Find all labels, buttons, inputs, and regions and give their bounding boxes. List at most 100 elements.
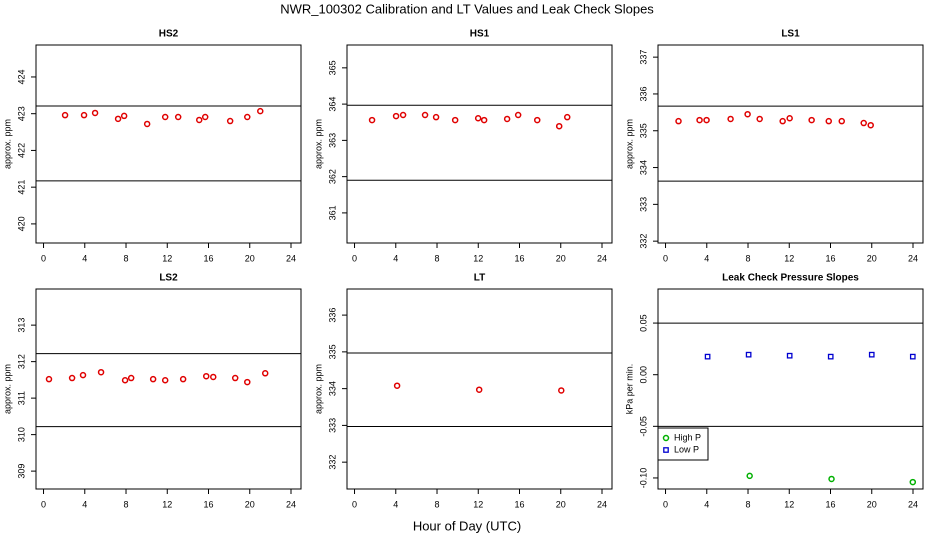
legend-marker (662, 434, 670, 442)
point (195, 116, 203, 124)
point (231, 374, 239, 382)
y-tick-label: -0.10 (638, 468, 648, 489)
y-tick-label: 313 (16, 318, 26, 333)
y-tick-label: 420 (16, 216, 26, 231)
y-tick-label: -0.05 (638, 416, 648, 437)
x-tick-label: 4 (704, 499, 709, 509)
point (451, 116, 459, 124)
x-tick-label: 16 (826, 253, 836, 263)
panel-title: Leak Check Pressure Slopes (722, 273, 859, 284)
point (244, 378, 251, 386)
x-tick-label: 16 (515, 499, 525, 509)
point (399, 111, 407, 119)
point (393, 382, 401, 389)
y-tick-label: 312 (16, 354, 26, 369)
point (555, 122, 563, 130)
x-tick-label: 24 (286, 499, 296, 509)
point (68, 374, 76, 382)
y-tick-label: 337 (638, 50, 648, 65)
y-tick-label: 333 (327, 418, 337, 433)
x-tick-label: 16 (203, 253, 213, 263)
x-tick-label: 8 (746, 253, 751, 263)
panel-title: LS2 (159, 273, 178, 284)
point (202, 372, 210, 380)
legend: High P Low P (657, 427, 709, 461)
x-tick-label: 8 (124, 499, 129, 509)
x-tick-label: 0 (41, 253, 46, 263)
point (210, 373, 217, 381)
x-tick-label: 8 (124, 253, 129, 263)
plot-frame (35, 288, 302, 490)
x-tick-label: 4 (704, 253, 709, 263)
point (392, 112, 400, 120)
point (80, 111, 88, 119)
point (563, 113, 571, 121)
point (432, 113, 440, 121)
y-tick-label: 0.00 (638, 366, 648, 384)
x-tick-label: 12 (784, 253, 794, 263)
point (120, 112, 128, 120)
y-tick-label: 309 (16, 464, 26, 479)
x-tick-label: 0 (41, 499, 46, 509)
y-tick-label: 310 (16, 427, 26, 442)
point (786, 114, 793, 122)
y-tick-label: 361 (327, 205, 337, 220)
y-tick-label: 332 (327, 455, 337, 470)
point (421, 111, 429, 119)
x-tick-label: 24 (908, 499, 918, 509)
x-tick-label: 20 (867, 499, 877, 509)
point (61, 111, 69, 119)
y-axis-label: approx. ppm (313, 364, 323, 414)
y-tick-label: 423 (16, 106, 26, 121)
point (558, 387, 565, 394)
point (201, 113, 209, 121)
x-tick-label: 24 (597, 253, 607, 263)
y-tick-label: 332 (638, 234, 648, 249)
x-tick-label: 8 (435, 499, 440, 509)
y-tick-label: 362 (327, 169, 337, 184)
y-tick-label: 335 (327, 344, 337, 359)
y-tick-label: 336 (638, 86, 648, 101)
point (514, 111, 522, 119)
x-tick-label: 0 (352, 499, 357, 509)
point (704, 353, 711, 360)
point (825, 117, 833, 125)
point (91, 109, 99, 117)
plot-frame (35, 44, 302, 244)
plot-frame (346, 288, 613, 490)
point (867, 121, 874, 129)
x-tick-label: 12 (784, 499, 794, 509)
panel-title: HS1 (470, 29, 490, 40)
point (161, 376, 169, 384)
y-axis-label: approx. ppm (313, 119, 323, 169)
y-tick-label: 363 (327, 133, 337, 148)
x-tick-label: 20 (245, 253, 255, 263)
point (533, 116, 541, 124)
x-tick-label: 12 (162, 499, 172, 509)
point (149, 375, 157, 383)
point (143, 120, 151, 128)
y-tick-label: 335 (638, 123, 648, 138)
point (257, 107, 264, 115)
plot-frame (346, 44, 613, 244)
x-tick-label: 8 (435, 253, 440, 263)
point (261, 370, 269, 377)
y-tick-label: 0.05 (638, 314, 648, 332)
point (475, 386, 483, 393)
x-tick-label: 8 (746, 499, 751, 509)
y-tick-label: 422 (16, 143, 26, 158)
x-tick-label: 16 (826, 499, 836, 509)
point (114, 115, 122, 123)
x-tick-label: 16 (203, 499, 213, 509)
plot-frame (657, 288, 924, 490)
x-tick-label: 0 (352, 253, 357, 263)
y-axis-label: approx. ppm (2, 119, 12, 169)
y-tick-label: 333 (638, 197, 648, 212)
y-axis-label: approx. ppm (624, 119, 634, 169)
panel-title: HS2 (159, 29, 179, 40)
panel-title: LS1 (781, 29, 800, 40)
point (696, 116, 703, 124)
point (756, 115, 763, 123)
point (868, 351, 875, 358)
y-tick-label: 334 (327, 381, 337, 396)
